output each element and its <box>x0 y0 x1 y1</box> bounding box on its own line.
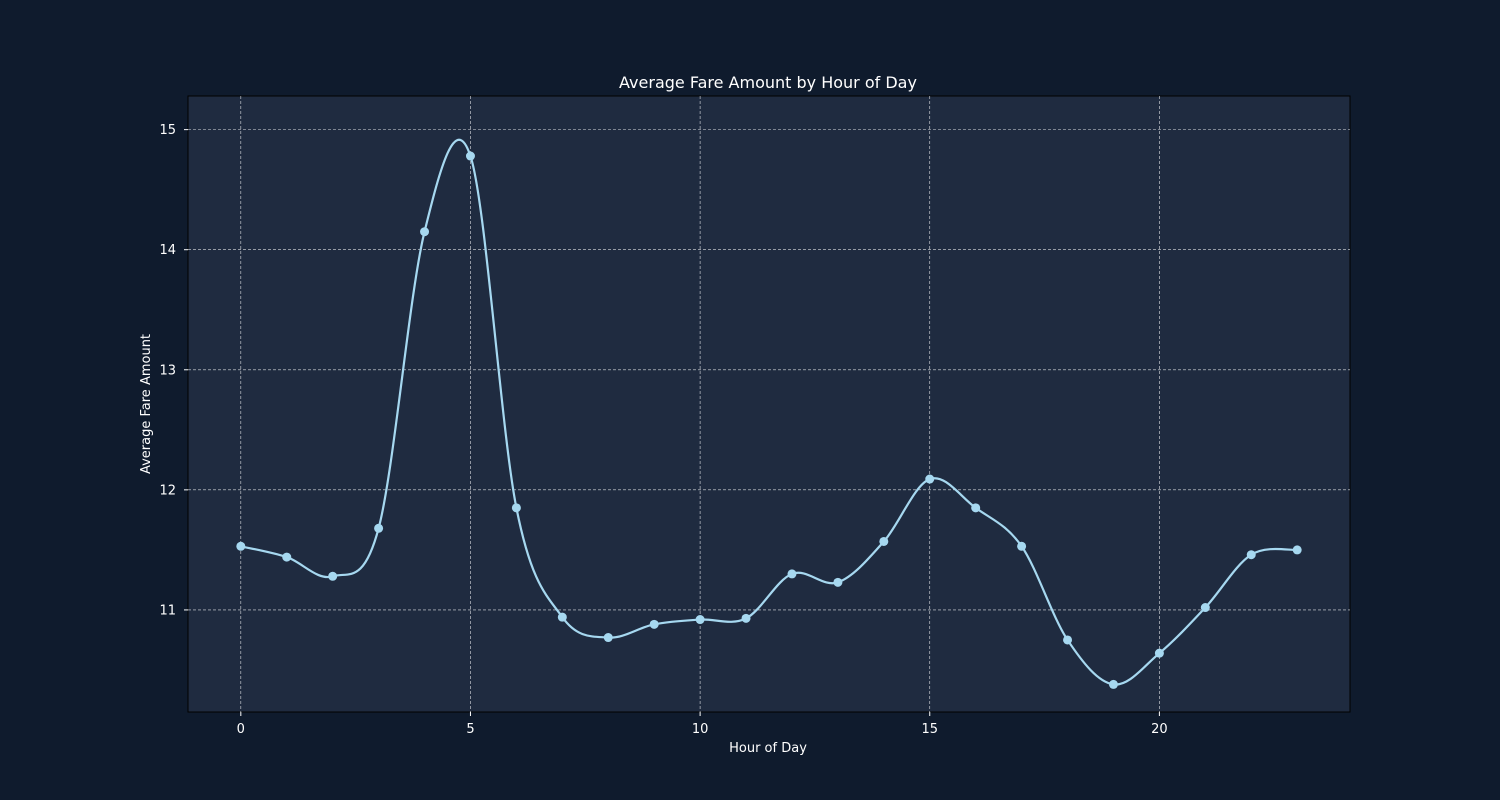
data-point <box>1108 679 1118 689</box>
data-point <box>374 523 384 533</box>
y-tick-label: 13 <box>159 363 176 378</box>
data-point <box>695 615 705 625</box>
data-point <box>925 474 935 484</box>
y-axis-label: Average Fare Amount <box>139 334 154 474</box>
data-point <box>879 536 889 546</box>
y-tick-label: 15 <box>159 123 176 138</box>
data-point <box>465 151 475 161</box>
x-tick-label: 5 <box>466 722 474 737</box>
y-tick-label: 11 <box>159 603 176 618</box>
data-point <box>1063 635 1073 645</box>
y-tick-label: 12 <box>159 483 176 498</box>
plot-area <box>187 95 1351 713</box>
x-tick-label: 15 <box>921 722 938 737</box>
data-point <box>1292 545 1302 555</box>
data-point <box>787 569 797 579</box>
data-point <box>1200 603 1210 613</box>
series-line <box>240 138 1298 686</box>
data-point <box>833 577 843 587</box>
x-tick-label: 0 <box>237 722 245 737</box>
data-point <box>741 613 751 623</box>
data-point <box>649 619 659 629</box>
data-point <box>282 552 292 562</box>
chart-title: Average Fare Amount by Hour of Day <box>619 73 917 92</box>
data-point <box>603 633 613 643</box>
series-group <box>236 138 1302 689</box>
data-point <box>328 571 338 581</box>
data-point <box>1246 550 1256 560</box>
x-tick-label: 10 <box>692 722 709 737</box>
data-point <box>420 227 430 237</box>
grid-lines <box>188 96 1350 712</box>
data-point <box>557 612 567 622</box>
data-point <box>971 503 981 513</box>
x-axis-label: Hour of Day <box>729 741 807 756</box>
data-point <box>1017 541 1027 551</box>
data-point <box>511 503 521 513</box>
data-point <box>1154 648 1164 658</box>
axis-ticks: 0 5 10 15 20 11 12 13 14 15 <box>159 123 1167 737</box>
x-tick-label: 20 <box>1151 722 1168 737</box>
data-point <box>236 541 246 551</box>
y-tick-label: 14 <box>159 243 176 258</box>
